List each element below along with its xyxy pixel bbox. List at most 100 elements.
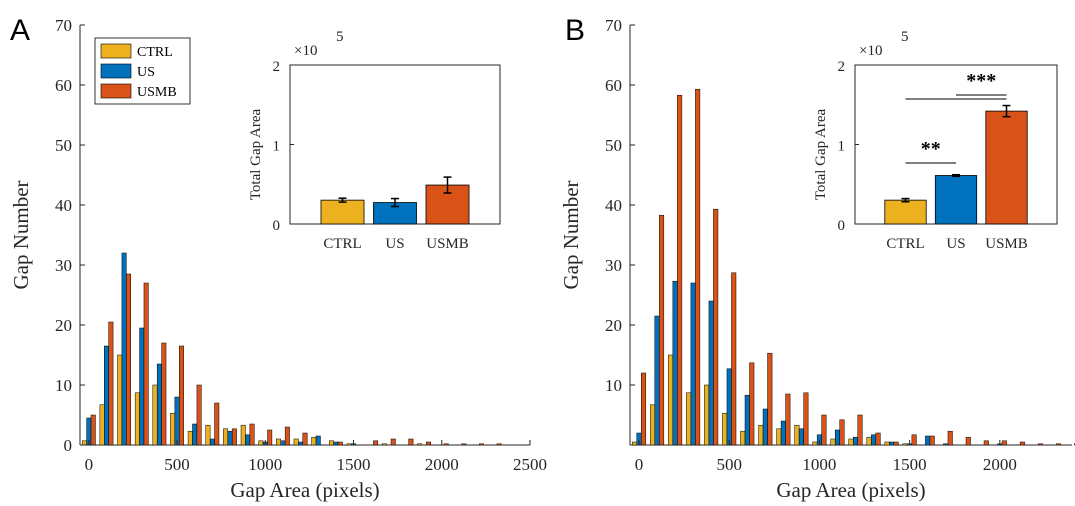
inset-scale-factor: ×10: [859, 43, 882, 59]
y-tick-label: 0: [64, 436, 73, 455]
bar-usmb-300: [143, 282, 149, 446]
bar-us-1100: [280, 440, 286, 446]
bar-usmb-200: [677, 94, 683, 446]
bar-ctrl-600: [187, 430, 193, 446]
legend-swatch-us: [100, 63, 132, 79]
panel-letter-b: B: [565, 14, 585, 47]
bar-us-1400: [889, 441, 895, 446]
bar-ctrl-400: [152, 384, 158, 446]
bar-us-1300: [315, 435, 321, 446]
bar-usmb-700: [214, 402, 220, 446]
bar-us-600: [192, 423, 198, 446]
x-axis-label: Gap Area (pixels): [230, 478, 379, 502]
legend-label-ctrl: CTRL: [137, 45, 173, 60]
bar-usmb-500: [179, 345, 184, 446]
inset-x-tick-label: US: [946, 236, 965, 252]
inset-bar-ctrl: [884, 199, 927, 225]
bar-us-1700: [943, 443, 949, 446]
inset-scale-exponent: 5: [336, 29, 344, 45]
bar-ctrl-200: [668, 354, 674, 446]
inset-y-tick-label: 2: [838, 59, 846, 75]
legend-swatch-usmb: [100, 83, 132, 99]
bar-usmb-900: [249, 423, 255, 446]
bar-usmb-1700: [390, 438, 396, 446]
bar-usmb-400: [713, 208, 719, 446]
bar-ctrl-1100: [276, 438, 281, 446]
bar-ctrl-100: [99, 404, 105, 446]
x-tick-label: 500: [164, 455, 190, 474]
bar-usmb-700: [767, 352, 773, 446]
bar-usmb-1800: [965, 436, 971, 446]
y-tick-label: 20: [55, 316, 72, 335]
inset-y-tick-label: 0: [273, 218, 281, 234]
bar-us-300: [139, 327, 145, 446]
bar-usmb-2300: [496, 443, 502, 446]
y-tick-label: 30: [605, 256, 622, 275]
x-tick-label: 0: [635, 455, 644, 474]
bar-ctrl-700: [758, 424, 764, 446]
x-tick-label: 1000: [802, 455, 836, 474]
bar-us-800: [780, 420, 786, 446]
bar-ctrl-0: [632, 441, 638, 446]
bar-us-400: [156, 363, 162, 446]
bar-ctrl-1400: [329, 440, 334, 446]
bar-ctrl-700: [205, 424, 211, 446]
bar-ctrl-900: [794, 424, 800, 446]
legend-swatch-ctrl: [100, 43, 132, 59]
bar-usmb-500: [731, 272, 737, 446]
bar-usmb-2300: [1055, 443, 1061, 446]
significance-stars: **: [921, 138, 941, 160]
bar-usmb-1900: [426, 441, 431, 446]
inset-y-tick-label: 1: [838, 139, 846, 155]
inset-x-tick-label: CTRL: [323, 236, 361, 252]
bar-us-500: [726, 368, 732, 446]
bar-usmb-100: [659, 214, 665, 446]
bar-usmb-1600: [373, 440, 379, 446]
y-axis-label: Gap Number: [559, 180, 583, 289]
bar-ctrl-600: [740, 430, 746, 446]
bar-us-1400: [333, 441, 339, 446]
bar-ctrl-900: [240, 424, 246, 446]
inset-y-axis-label: Total Gap Area: [248, 108, 264, 200]
bar-us-700: [762, 408, 768, 446]
bar-ctrl-0: [81, 440, 87, 446]
bar-us-500: [174, 396, 180, 446]
bar-ctrl-800: [776, 428, 782, 446]
bar-ctrl-1900: [417, 443, 423, 446]
bar-usmb-1800: [408, 438, 414, 446]
bar-usmb-1000: [821, 414, 827, 446]
bar-us-400: [708, 300, 714, 446]
bar-usmb-2100: [461, 443, 467, 446]
bar-ctrl-1000: [812, 441, 818, 446]
bar-us-900: [245, 434, 251, 446]
inset-x-tick-label: USMB: [426, 236, 469, 252]
x-tick-label: 2000: [983, 455, 1017, 474]
bar-us-200: [672, 280, 678, 446]
bar-usmb-1700: [947, 430, 953, 446]
bar-us-700: [209, 438, 215, 446]
bar-usmb-800: [231, 428, 237, 446]
bar-us-100: [104, 345, 109, 446]
bar-usmb-300: [695, 88, 701, 446]
bar-ctrl-800: [223, 428, 229, 446]
inset-y-tick-label: 0: [838, 218, 846, 234]
inset-x-tick-label: US: [385, 236, 404, 252]
bar-usmb-900: [803, 392, 809, 446]
bar-ctrl-300: [686, 392, 692, 446]
legend-label-us: US: [137, 65, 155, 80]
bar-us-1600: [925, 435, 931, 446]
inset-scale-exponent: 5: [901, 29, 909, 45]
bar-us-1200: [853, 436, 859, 446]
x-tick-label: 1500: [893, 455, 927, 474]
x-tick-label: 500: [716, 455, 742, 474]
bar-usmb-1300: [875, 432, 881, 446]
bar-usmb-1400: [337, 441, 343, 446]
bar-ctrl-1500: [346, 443, 352, 446]
y-tick-label: 20: [605, 316, 622, 335]
bar-us-900: [798, 428, 804, 446]
y-tick-label: 70: [605, 16, 622, 35]
bar-ctrl-100: [650, 404, 656, 446]
bar-usmb-1100: [284, 426, 290, 446]
bar-us-1100: [834, 429, 840, 446]
